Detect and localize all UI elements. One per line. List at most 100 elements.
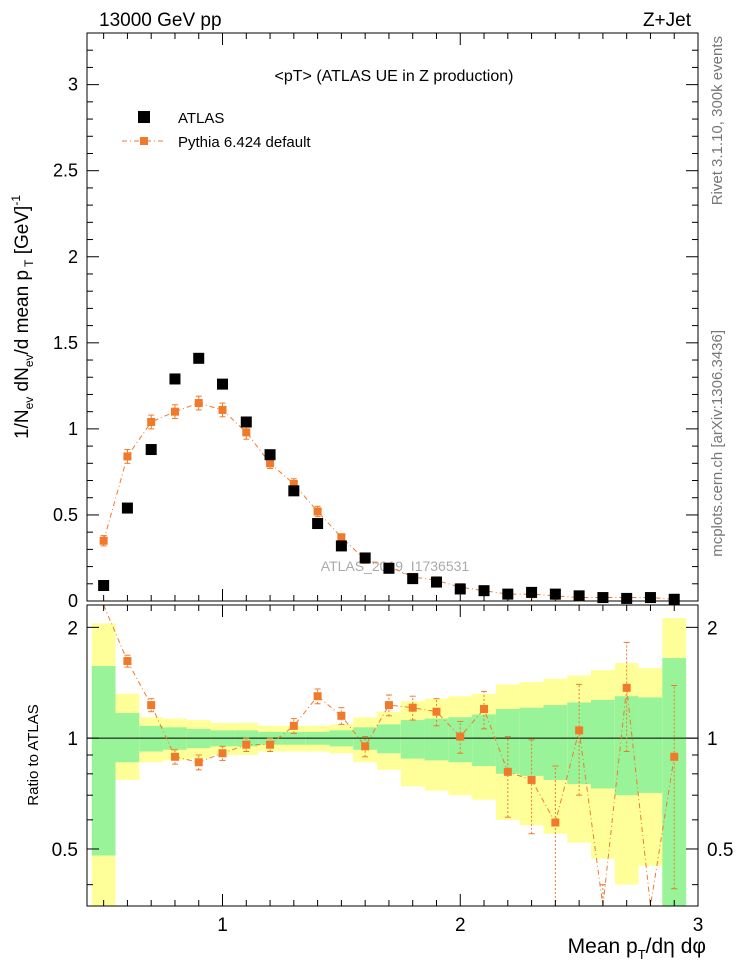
atlas-point xyxy=(454,583,466,595)
ratio-pythia-point xyxy=(289,721,298,730)
main-y-tick-label: 1 xyxy=(68,419,78,439)
legend-atlas-marker xyxy=(138,111,150,123)
atlas-point xyxy=(335,540,347,552)
atlas-point xyxy=(288,485,300,497)
x-axis-label: Mean pT/dη dφ xyxy=(568,935,706,962)
atlas-point xyxy=(121,502,133,514)
main-y-tick-label: 0 xyxy=(68,591,78,611)
main-ticks: 0.5 1 1.5 2 2.5 3 0 xyxy=(53,32,698,611)
process-label: Z+Jet xyxy=(643,10,692,31)
ratio-band-inner xyxy=(591,699,615,789)
main-y-tick-label: 0.5 xyxy=(53,505,78,525)
ratio-ticks: 0.5 0.5 1 1 2 2 1 2 3 xyxy=(52,605,733,936)
atlas-point xyxy=(169,373,181,385)
atlas-point xyxy=(312,518,324,530)
ratio-band-inner xyxy=(495,709,520,774)
chart-title: <pT> (ATLAS UE in Z production) xyxy=(275,68,514,85)
pythia-point xyxy=(218,405,227,414)
ratio-band-inner xyxy=(519,707,544,776)
atlas-point xyxy=(383,562,395,574)
ratio-y-tick-label-right: 0.5 xyxy=(707,840,733,861)
legend-atlas-label: ATLAS xyxy=(178,110,224,127)
ratio-bands xyxy=(91,618,687,906)
atlas-point xyxy=(573,590,585,602)
ratio-pythia-point xyxy=(218,749,227,758)
pythia-point xyxy=(170,407,179,416)
ratio-y-tick-label-right: 2 xyxy=(707,618,718,639)
atlas-point xyxy=(668,593,680,605)
ratio-pythia-point xyxy=(313,692,322,701)
pythia-point xyxy=(147,417,156,426)
ratio-pythia-point xyxy=(170,752,179,761)
ratio-band-inner xyxy=(472,714,496,767)
x-tick-label: 3 xyxy=(693,915,704,936)
main-y-tick-label: 1.5 xyxy=(53,333,78,353)
pythia-point xyxy=(194,399,203,408)
ratio-band-inner xyxy=(567,702,592,785)
ratio-pythia-point xyxy=(147,701,156,710)
atlas-point xyxy=(240,416,252,428)
main-y-tick-label: 2.5 xyxy=(53,161,78,181)
ratio-band-inner xyxy=(377,724,401,754)
ratio-pythia-point xyxy=(622,683,631,692)
atlas-point xyxy=(359,552,371,564)
ratio-pythia-point xyxy=(503,767,512,776)
ratio-y-axis-label: Ratio to ATLAS xyxy=(25,704,42,805)
watermark-label: ATLAS_2019_I1736531 xyxy=(321,558,470,574)
pythia-point xyxy=(313,507,322,516)
mcplots-label: mcplots.cern.ch [arXiv:1306.3436] xyxy=(709,330,726,557)
atlas-point xyxy=(549,588,561,600)
atlas-point xyxy=(145,444,157,456)
main-y-tick-label: 3 xyxy=(68,75,78,95)
main-data xyxy=(98,352,680,605)
x-tick-label: 1 xyxy=(217,915,228,936)
ratio-band-inner xyxy=(424,718,449,761)
ratio-pythia-point xyxy=(194,758,203,767)
ratio-pythia-point xyxy=(432,707,441,716)
atlas-point xyxy=(217,378,229,390)
atlas-point xyxy=(407,573,419,585)
main-y-tick-label: 2 xyxy=(68,247,78,267)
ratio-y-tick-label-left: 1 xyxy=(67,729,78,750)
pythia-point xyxy=(242,428,251,437)
legend: ATLAS Pythia 6.424 default xyxy=(122,110,311,151)
atlas-point xyxy=(526,586,538,598)
main-panel: 0.5 1 1.5 2 2.5 3 0 <pT> (ATLAS UE in Z produc… xyxy=(9,32,699,611)
main-y-axis-label: 1/Nev dNev/d mean p T [GeV]-1 xyxy=(9,195,36,439)
pythia-point xyxy=(289,479,298,488)
atlas-point xyxy=(193,352,205,364)
ratio-y-tick-label-left: 2 xyxy=(67,618,78,639)
ratio-band-inner xyxy=(91,666,116,856)
pythia-point xyxy=(123,452,132,461)
ratio-pythia-point xyxy=(527,775,536,784)
legend-pythia-marker xyxy=(140,137,148,145)
ratio-y-tick-label-right: 1 xyxy=(707,729,718,750)
ratio-pythia-point xyxy=(361,742,370,751)
ratio-pythia-point xyxy=(408,703,417,712)
ratio-band-inner xyxy=(400,720,425,759)
ratio-y-tick-label-left: 0.5 xyxy=(52,840,78,861)
x-tick-label: 2 xyxy=(455,915,466,936)
legend-pythia-label: Pythia 6.424 default xyxy=(178,134,311,151)
main-frame xyxy=(86,32,699,602)
ratio-pythia-point xyxy=(123,657,132,666)
ratio-pythia-point xyxy=(337,711,346,720)
ratio-panel: 0.5 0.5 1 1 2 2 1 2 3 Ratio to ATLAS Mean pT/dη … xyxy=(25,604,733,962)
ratio-pythia-point xyxy=(480,705,489,714)
ratio-pythia-point xyxy=(384,701,393,710)
atlas-point xyxy=(98,580,110,592)
ratio-band-inner xyxy=(543,705,568,780)
ratio-pythia-point xyxy=(670,752,679,761)
ratio-band-inner xyxy=(638,697,663,793)
atlas-point xyxy=(597,592,609,604)
ratio-pythia-point xyxy=(456,732,465,741)
energy-label: 13000 GeV pp xyxy=(99,10,222,31)
atlas-point xyxy=(502,588,514,600)
ratio-band-inner xyxy=(662,658,687,906)
pythia-point xyxy=(266,459,275,468)
pythia-point xyxy=(99,536,108,545)
pythia-point xyxy=(337,533,346,542)
ratio-band-inner xyxy=(139,725,164,752)
ratio-pythia-point xyxy=(242,740,251,749)
